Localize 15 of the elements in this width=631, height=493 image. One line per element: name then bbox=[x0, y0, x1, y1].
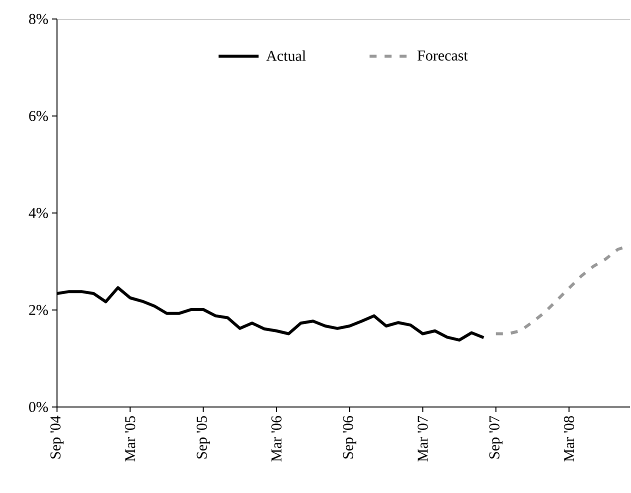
x-tick-label: Mar '05 bbox=[125, 416, 136, 462]
y-tick-label: 6% bbox=[29, 110, 48, 122]
x-tick-label: Sep '04 bbox=[50, 416, 64, 458]
x-tick-label: Mar '08 bbox=[564, 416, 574, 462]
x-tick-label: Sep '07 bbox=[489, 416, 502, 458]
y-tick-label: 8% bbox=[29, 14, 48, 24]
y-tick-label: 2% bbox=[29, 304, 48, 316]
x-tick-label: Mar '06 bbox=[271, 416, 282, 462]
y-tick-label: 0% bbox=[29, 402, 48, 412]
legend-label: Forecast bbox=[418, 50, 468, 61]
x-tick-label: Sep '05 bbox=[196, 416, 210, 458]
x-tick-label: Sep '06 bbox=[343, 416, 356, 458]
x-tick-label: Mar '07 bbox=[418, 416, 428, 462]
y-tick-label: 4% bbox=[28, 208, 48, 218]
legend-label: Actual bbox=[266, 50, 306, 61]
